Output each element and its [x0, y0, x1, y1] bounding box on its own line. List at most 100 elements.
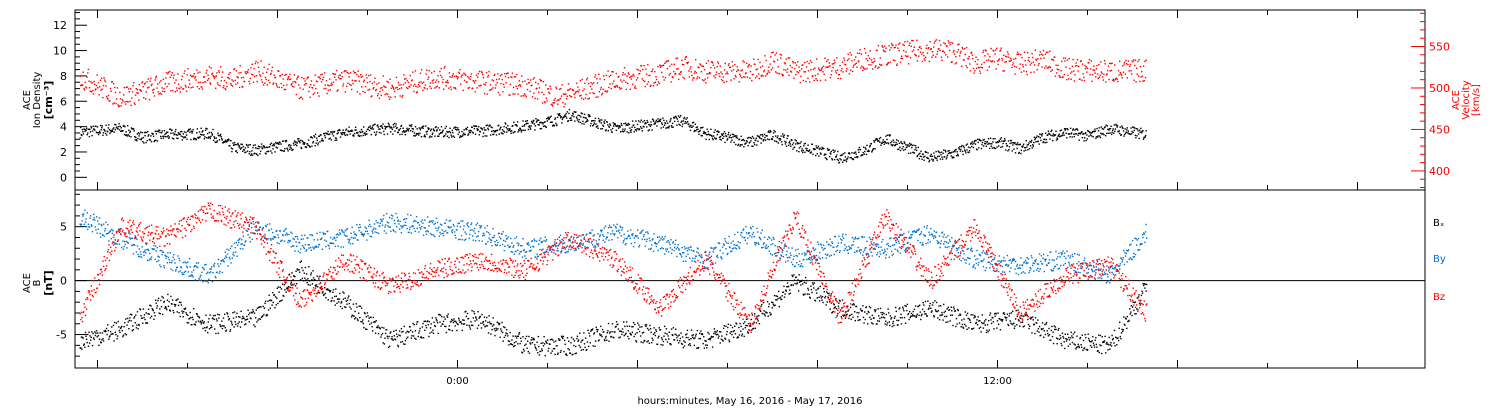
bx-point — [428, 321, 431, 323]
velocity-point — [780, 54, 783, 56]
density-point — [941, 156, 943, 158]
density-point — [540, 121, 542, 123]
density-point — [889, 135, 891, 137]
velocity-point — [213, 77, 216, 80]
velocity-point — [774, 54, 776, 56]
velocity-point — [786, 71, 788, 73]
density-point — [1062, 131, 1065, 134]
velocity-point — [85, 87, 88, 89]
density-point — [794, 139, 796, 141]
bx-point — [443, 316, 445, 318]
density-point — [240, 143, 242, 145]
density-point — [889, 134, 891, 136]
velocity-point — [1084, 64, 1086, 67]
bx-point — [686, 333, 688, 335]
density-point — [631, 126, 633, 128]
velocity-point — [894, 59, 896, 62]
velocity-point — [804, 61, 806, 64]
density-point — [732, 136, 734, 138]
velocity-point — [843, 57, 845, 59]
density-point — [1025, 149, 1027, 151]
velocity-point — [1135, 81, 1137, 83]
bx-point — [739, 322, 741, 325]
velocity-point — [97, 82, 100, 84]
bx-point — [461, 329, 463, 332]
bx-point — [225, 329, 228, 331]
velocity-point — [775, 52, 778, 54]
density-point — [185, 134, 188, 136]
bx-point — [400, 341, 402, 343]
bx-point — [710, 337, 712, 339]
velocity-point — [639, 70, 641, 72]
density-point — [876, 137, 878, 140]
bx-point — [777, 297, 779, 300]
velocity-point — [123, 86, 125, 89]
velocity-point — [560, 95, 563, 97]
velocity-point — [561, 84, 563, 86]
bx-point — [291, 272, 293, 274]
bx-point — [398, 330, 401, 332]
density-point — [266, 151, 268, 153]
velocity-point — [722, 76, 725, 78]
bx-point — [234, 321, 236, 323]
density-point — [241, 147, 243, 149]
density-point — [991, 147, 993, 149]
bx-point — [568, 349, 570, 351]
bx-point — [350, 316, 353, 318]
bx-point — [573, 344, 575, 347]
velocity-point — [366, 81, 369, 84]
velocity-point — [175, 87, 178, 89]
bx-point — [138, 324, 140, 326]
density-point — [107, 130, 109, 133]
velocity-point — [957, 44, 959, 46]
bx-point — [595, 326, 597, 329]
density-point — [1030, 141, 1032, 143]
density-point — [1034, 137, 1037, 140]
bx-point — [615, 321, 618, 323]
density-point — [244, 151, 246, 154]
bx-point — [246, 318, 249, 320]
bx-point — [527, 350, 529, 353]
bx-point — [699, 332, 701, 334]
bx-point — [180, 304, 183, 306]
velocity-point — [616, 84, 618, 87]
density-point — [458, 129, 460, 131]
velocity-point — [335, 79, 337, 81]
bx-point — [463, 319, 465, 321]
bx-point — [432, 329, 434, 331]
density-point — [376, 131, 378, 133]
velocity-point — [115, 102, 117, 105]
density-point — [629, 127, 631, 129]
density-point — [988, 142, 990, 145]
velocity-point — [151, 83, 153, 85]
bx-point — [365, 328, 367, 330]
bx-point — [199, 321, 201, 323]
density-point — [1133, 126, 1135, 129]
bx-point — [191, 316, 194, 318]
bx-point — [349, 299, 352, 301]
density-point — [1085, 132, 1087, 134]
bx-point — [193, 307, 195, 310]
density-point — [919, 152, 921, 154]
density-point — [191, 130, 194, 133]
density-point — [1055, 130, 1057, 133]
bx-point — [164, 307, 166, 309]
bx-point — [162, 297, 164, 299]
velocity-point — [299, 87, 301, 89]
bx-point — [397, 345, 400, 348]
density-point — [954, 150, 956, 153]
density-point — [900, 141, 902, 143]
velocity-point — [1100, 61, 1102, 63]
velocity-point — [197, 81, 200, 84]
density-point — [386, 133, 389, 135]
bx-point — [523, 350, 525, 352]
density-point — [648, 129, 651, 131]
velocity-point — [199, 71, 201, 73]
bx-point — [160, 299, 162, 302]
bx-point — [601, 335, 603, 338]
density-point — [690, 124, 692, 127]
velocity-point — [993, 60, 995, 63]
density-point — [634, 129, 636, 131]
velocity-point — [1089, 74, 1091, 76]
velocity-point — [489, 89, 491, 91]
